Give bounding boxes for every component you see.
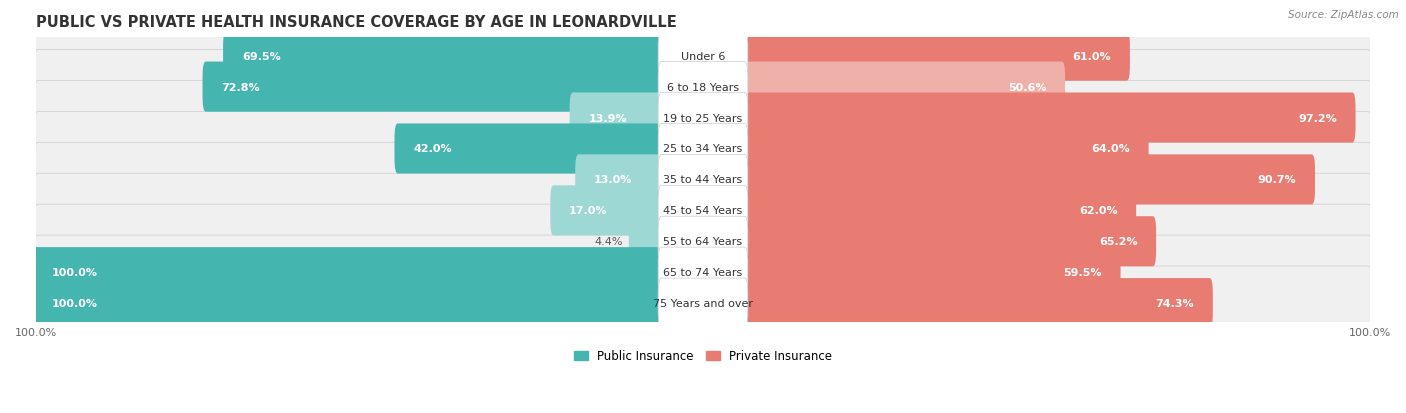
FancyBboxPatch shape [658, 247, 748, 297]
FancyBboxPatch shape [658, 124, 748, 174]
Text: Source: ZipAtlas.com: Source: ZipAtlas.com [1288, 10, 1399, 20]
Text: 25 to 34 Years: 25 to 34 Years [664, 144, 742, 154]
FancyBboxPatch shape [569, 93, 662, 143]
FancyBboxPatch shape [32, 143, 1374, 217]
Text: 4.4%: 4.4% [595, 237, 623, 247]
FancyBboxPatch shape [658, 93, 748, 143]
Text: 97.2%: 97.2% [1298, 113, 1337, 123]
FancyBboxPatch shape [744, 62, 1066, 112]
FancyBboxPatch shape [32, 50, 1374, 124]
FancyBboxPatch shape [32, 112, 1374, 186]
Text: 62.0%: 62.0% [1078, 206, 1118, 216]
Text: 6 to 18 Years: 6 to 18 Years [666, 83, 740, 93]
FancyBboxPatch shape [550, 186, 662, 236]
FancyBboxPatch shape [744, 155, 1315, 205]
FancyBboxPatch shape [744, 31, 1130, 81]
Text: 17.0%: 17.0% [569, 206, 607, 216]
FancyBboxPatch shape [32, 266, 1374, 340]
Text: 69.5%: 69.5% [242, 52, 281, 62]
FancyBboxPatch shape [658, 62, 748, 112]
FancyBboxPatch shape [395, 124, 662, 174]
FancyBboxPatch shape [575, 155, 662, 205]
Text: 72.8%: 72.8% [221, 83, 260, 93]
Text: 42.0%: 42.0% [413, 144, 451, 154]
Text: 65 to 74 Years: 65 to 74 Years [664, 268, 742, 278]
FancyBboxPatch shape [32, 235, 1374, 310]
FancyBboxPatch shape [32, 247, 662, 297]
FancyBboxPatch shape [32, 174, 1374, 248]
FancyBboxPatch shape [32, 19, 1374, 94]
FancyBboxPatch shape [744, 217, 1156, 267]
FancyBboxPatch shape [658, 186, 748, 236]
FancyBboxPatch shape [658, 155, 748, 205]
FancyBboxPatch shape [744, 278, 1213, 328]
Text: 75 Years and over: 75 Years and over [652, 299, 754, 309]
FancyBboxPatch shape [32, 278, 662, 328]
FancyBboxPatch shape [32, 205, 1374, 279]
FancyBboxPatch shape [628, 217, 662, 267]
FancyBboxPatch shape [658, 217, 748, 267]
Text: Under 6: Under 6 [681, 52, 725, 62]
Text: 50.6%: 50.6% [1008, 83, 1046, 93]
Text: 90.7%: 90.7% [1258, 175, 1296, 185]
Text: 19 to 25 Years: 19 to 25 Years [664, 113, 742, 123]
Legend: Public Insurance, Private Insurance: Public Insurance, Private Insurance [569, 345, 837, 367]
FancyBboxPatch shape [224, 31, 662, 81]
FancyBboxPatch shape [744, 247, 1121, 297]
Text: 13.0%: 13.0% [593, 175, 633, 185]
Text: 64.0%: 64.0% [1091, 144, 1130, 154]
FancyBboxPatch shape [658, 278, 748, 328]
Text: 100.0%: 100.0% [52, 299, 97, 309]
Text: 55 to 64 Years: 55 to 64 Years [664, 237, 742, 247]
FancyBboxPatch shape [658, 31, 748, 81]
Text: 100.0%: 100.0% [52, 268, 97, 278]
Text: 65.2%: 65.2% [1098, 237, 1137, 247]
Text: 59.5%: 59.5% [1063, 268, 1102, 278]
FancyBboxPatch shape [744, 186, 1136, 236]
FancyBboxPatch shape [744, 93, 1355, 143]
FancyBboxPatch shape [32, 81, 1374, 155]
Text: 35 to 44 Years: 35 to 44 Years [664, 175, 742, 185]
FancyBboxPatch shape [202, 62, 662, 112]
Text: 74.3%: 74.3% [1156, 299, 1194, 309]
Text: 61.0%: 61.0% [1073, 52, 1111, 62]
FancyBboxPatch shape [744, 124, 1149, 174]
Text: 13.9%: 13.9% [588, 113, 627, 123]
Text: 45 to 54 Years: 45 to 54 Years [664, 206, 742, 216]
Text: PUBLIC VS PRIVATE HEALTH INSURANCE COVERAGE BY AGE IN LEONARDVILLE: PUBLIC VS PRIVATE HEALTH INSURANCE COVER… [37, 15, 676, 30]
